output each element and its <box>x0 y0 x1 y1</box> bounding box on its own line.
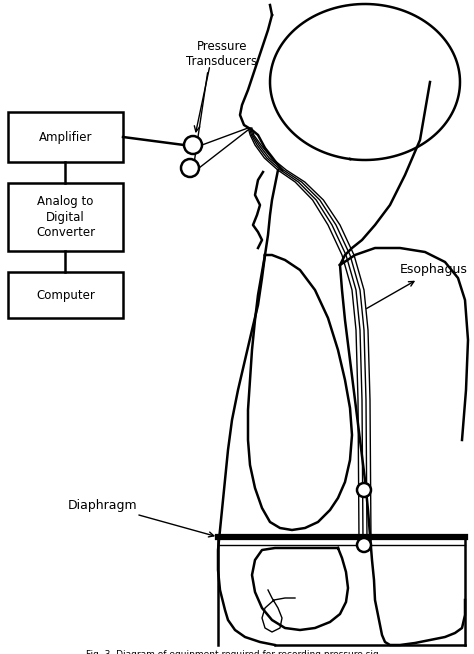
Text: Computer: Computer <box>36 288 95 301</box>
Circle shape <box>357 483 371 497</box>
Bar <box>8 183 123 251</box>
Text: Pressure
Transducers: Pressure Transducers <box>186 40 257 68</box>
Bar <box>8 112 123 162</box>
Text: Fig. 3  Diagram of equipment required for recording pressure sig...: Fig. 3 Diagram of equipment required for… <box>86 650 388 654</box>
Text: Analog to
Digital
Converter: Analog to Digital Converter <box>36 196 95 239</box>
Bar <box>8 272 123 318</box>
Text: Esophagus: Esophagus <box>366 264 468 309</box>
Circle shape <box>357 538 371 552</box>
Text: Amplifier: Amplifier <box>39 131 92 143</box>
Circle shape <box>184 136 202 154</box>
Circle shape <box>181 159 199 177</box>
Text: Diaphragm: Diaphragm <box>68 498 214 537</box>
